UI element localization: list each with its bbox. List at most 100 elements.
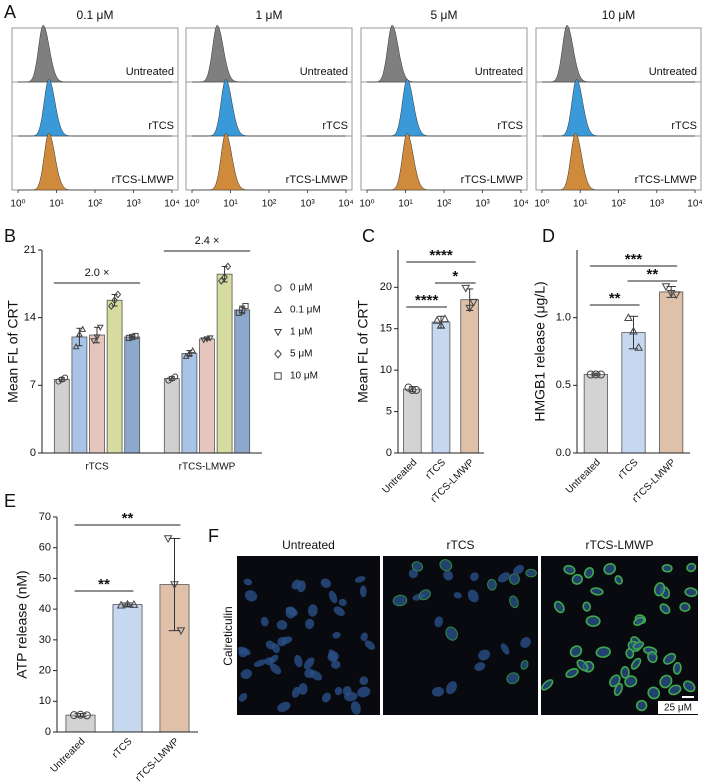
bar bbox=[583, 374, 608, 454]
data-point bbox=[185, 349, 193, 357]
cell bbox=[653, 582, 666, 597]
legend-marker bbox=[273, 305, 283, 314]
data-point bbox=[111, 296, 118, 305]
data-point bbox=[125, 334, 133, 342]
cell bbox=[668, 684, 682, 696]
cell bbox=[576, 659, 589, 672]
data-point bbox=[666, 290, 676, 298]
bar bbox=[124, 336, 141, 454]
cell bbox=[609, 674, 621, 688]
legend-label: 10 μM bbox=[290, 371, 318, 382]
y-axis-label: Mean FL of CRT bbox=[5, 300, 21, 403]
cell bbox=[303, 657, 315, 670]
cell bbox=[497, 572, 511, 583]
data-point bbox=[591, 370, 600, 379]
cell bbox=[243, 578, 253, 586]
data-point bbox=[242, 302, 249, 310]
cell bbox=[360, 632, 368, 642]
x-tick-label: Untreated bbox=[564, 457, 603, 496]
data-point bbox=[239, 306, 246, 314]
bar bbox=[71, 336, 88, 454]
cell bbox=[364, 640, 376, 650]
significance-label: **** bbox=[429, 247, 453, 264]
data-point bbox=[404, 383, 413, 392]
y-tick-label: 0.5 bbox=[556, 379, 571, 391]
cell bbox=[569, 645, 583, 658]
panel-label: C bbox=[362, 226, 375, 246]
y-tick-label: 20 bbox=[39, 664, 51, 676]
cell bbox=[470, 572, 479, 582]
plot-frame bbox=[185, 27, 353, 191]
cell bbox=[659, 603, 671, 615]
cell bbox=[571, 573, 584, 585]
series-label: rTCS bbox=[148, 120, 174, 132]
x-tick-label: rTCS bbox=[85, 462, 109, 473]
x-tick-label: 10¹ bbox=[573, 199, 588, 210]
panel-label: A bbox=[4, 2, 16, 22]
significance-label: * bbox=[452, 268, 458, 285]
legend-marker bbox=[274, 372, 282, 380]
data-point bbox=[624, 313, 633, 321]
y-tick-label: 70 bbox=[39, 511, 51, 523]
cell bbox=[332, 631, 341, 639]
cell bbox=[307, 604, 318, 617]
cell bbox=[595, 646, 611, 658]
plot-frame bbox=[360, 27, 528, 191]
series-label: rTCS-LMWP bbox=[112, 174, 174, 186]
cell bbox=[408, 568, 419, 579]
y-tick-label: 0 bbox=[45, 726, 51, 738]
cell bbox=[682, 680, 696, 693]
cell bbox=[305, 618, 315, 630]
bar bbox=[216, 273, 233, 454]
cell bbox=[633, 616, 645, 626]
cell bbox=[563, 564, 576, 575]
data-point bbox=[218, 277, 225, 285]
data-point bbox=[79, 325, 87, 332]
cell bbox=[553, 600, 565, 614]
bar bbox=[106, 299, 123, 454]
cell bbox=[344, 691, 358, 702]
bar bbox=[181, 353, 198, 454]
x-tick-label: rTCS bbox=[616, 457, 641, 482]
data-point bbox=[132, 332, 139, 340]
legend-marker bbox=[273, 328, 283, 337]
significance-label: ** bbox=[98, 576, 110, 593]
y-axis-label: Mean FL of CRT bbox=[355, 300, 371, 403]
scale-box bbox=[658, 701, 698, 714]
data-point bbox=[82, 711, 91, 720]
x-tick-label: 10³ bbox=[475, 199, 490, 210]
panel-label: F bbox=[208, 526, 219, 546]
bar bbox=[199, 338, 215, 454]
data-point bbox=[596, 370, 605, 379]
cell bbox=[350, 701, 361, 715]
series-label: Untreated bbox=[300, 66, 348, 78]
cell bbox=[635, 699, 648, 712]
significance-label: ** bbox=[122, 510, 134, 527]
data-point bbox=[629, 326, 638, 335]
y-tick-label: 30 bbox=[39, 634, 51, 646]
x-tick-label: 10⁴ bbox=[164, 199, 179, 210]
density-curve bbox=[192, 133, 346, 191]
y-tick-label: 14 bbox=[24, 312, 36, 324]
y-tick-label: 5 bbox=[386, 405, 392, 417]
y-axis-label: ATP release (nM) bbox=[14, 570, 30, 678]
series-label: rTCS bbox=[497, 120, 523, 132]
legend-label: 1 μM bbox=[290, 327, 312, 338]
data-point bbox=[171, 373, 179, 380]
density-curve bbox=[367, 132, 521, 191]
cell bbox=[269, 663, 282, 675]
micrograph bbox=[237, 556, 380, 715]
legend-marker bbox=[274, 349, 282, 359]
cell bbox=[277, 701, 291, 712]
cell bbox=[359, 676, 369, 685]
cell bbox=[244, 590, 258, 602]
bar bbox=[431, 321, 451, 454]
y-tick-label: 21 bbox=[24, 244, 36, 256]
cell bbox=[520, 660, 529, 670]
legend-label: 0.1 μM bbox=[290, 305, 321, 316]
annotation: 2.0 × bbox=[85, 267, 110, 279]
legend-marker bbox=[274, 284, 282, 292]
data-point bbox=[634, 342, 643, 351]
data-point bbox=[58, 376, 65, 383]
